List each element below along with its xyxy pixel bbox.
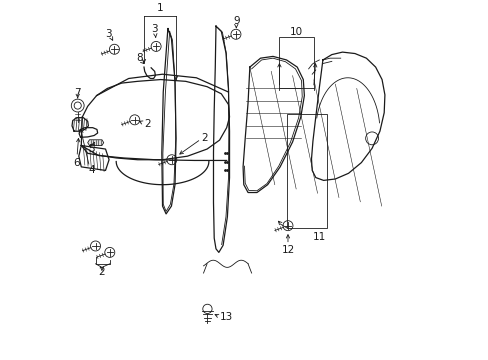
Text: 2: 2 bbox=[143, 119, 150, 129]
Text: 3: 3 bbox=[105, 29, 111, 39]
Text: 8: 8 bbox=[136, 53, 142, 63]
Bar bbox=[279, 37, 313, 89]
Text: 5: 5 bbox=[88, 144, 95, 154]
Text: 9: 9 bbox=[232, 16, 239, 26]
Text: 1: 1 bbox=[157, 3, 163, 13]
Polygon shape bbox=[87, 140, 103, 145]
Text: 7: 7 bbox=[74, 88, 81, 98]
Text: 2: 2 bbox=[99, 267, 105, 277]
Text: 4: 4 bbox=[88, 166, 95, 175]
Bar bbox=[286, 114, 326, 228]
Text: 3: 3 bbox=[151, 24, 158, 34]
Text: 6: 6 bbox=[73, 158, 80, 168]
Text: 11: 11 bbox=[313, 232, 326, 242]
Text: 13: 13 bbox=[220, 312, 233, 322]
Text: 2: 2 bbox=[201, 133, 207, 143]
Text: 10: 10 bbox=[289, 27, 302, 37]
Text: 12: 12 bbox=[281, 244, 294, 255]
